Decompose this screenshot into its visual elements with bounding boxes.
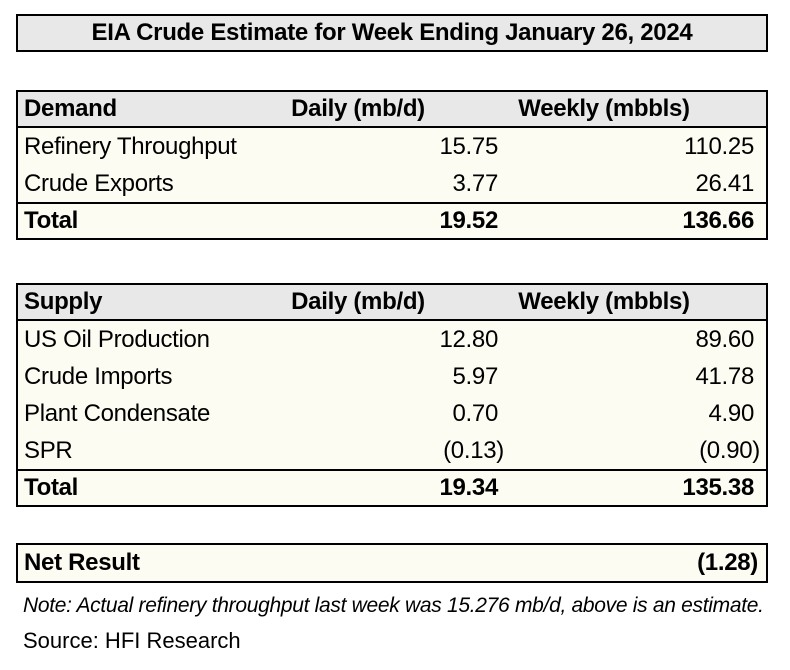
demand-header-label: Demand (24, 95, 117, 122)
total-daily-value: 19.34 (439, 474, 498, 501)
row-label: Crude Imports (24, 362, 173, 390)
row-label: US Oil Production (24, 325, 210, 353)
row-weekly-value: 26.41 (695, 169, 754, 197)
row-label: SPR (24, 436, 73, 464)
supply-header-weekly: Weekly (mbbls) (518, 288, 690, 315)
supply-header-label: Supply (24, 288, 103, 315)
report-title-text: EIA Crude Estimate for Week Ending Janua… (91, 19, 693, 46)
total-label: Total (24, 474, 79, 501)
table-row-spr: SPR (0.13) (0.90) (18, 432, 766, 469)
row-weekly-value: 4.90 (708, 399, 754, 427)
demand-header-daily: Daily (mb/d) (291, 95, 425, 122)
supply-header-daily: Daily (mb/d) (291, 288, 425, 315)
table-row-crude-imports: Crude Imports 5.97 41.78 (18, 358, 766, 395)
row-daily-value: 15.75 (439, 132, 498, 160)
supply-table: Supply Daily (mb/d) Weekly (mbbls) US Oi… (16, 283, 768, 507)
row-daily-value: 12.80 (439, 325, 498, 353)
demand-total-row: Total 19.52 136.66 (18, 202, 766, 238)
row-weekly-value: 41.78 (695, 362, 754, 390)
row-label: Plant Condensate (24, 399, 211, 427)
demand-header-row: Demand Daily (mb/d) Weekly (mbbls) (18, 92, 766, 128)
supply-header-row: Supply Daily (mb/d) Weekly (mbbls) (18, 285, 766, 321)
report-title: EIA Crude Estimate for Week Ending Janua… (16, 14, 768, 52)
row-daily-value: 0.70 (452, 399, 498, 427)
row-weekly-value: 89.60 (695, 325, 754, 353)
row-daily-value: (0.13) (443, 436, 504, 464)
net-result-label: Net Result (24, 549, 140, 576)
row-weekly-value: 110.25 (684, 132, 754, 160)
table-row-refinery-throughput: Refinery Throughput 15.75 110.25 (18, 128, 766, 165)
table-row-crude-exports: Crude Exports 3.77 26.41 (18, 165, 766, 202)
total-label: Total (24, 207, 79, 234)
demand-table: Demand Daily (mb/d) Weekly (mbbls) Refin… (16, 90, 768, 240)
net-result-box: Net Result (1.28) (16, 543, 768, 583)
demand-header-weekly: Weekly (mbbls) (518, 95, 690, 122)
footnote: Note: Actual refinery throughput last we… (23, 594, 764, 617)
net-result-value: (1.28) (697, 549, 758, 576)
source-line: Source: HFI Research (23, 628, 241, 653)
table-row-plant-condensate: Plant Condensate 0.70 4.90 (18, 395, 766, 432)
table-row-us-oil-production: US Oil Production 12.80 89.60 (18, 321, 766, 358)
row-weekly-value: (0.90) (699, 436, 760, 464)
row-label: Refinery Throughput (24, 132, 237, 160)
row-label: Crude Exports (24, 169, 174, 197)
row-daily-value: 5.97 (452, 362, 498, 390)
total-weekly-value: 136.66 (682, 207, 754, 234)
total-daily-value: 19.52 (439, 207, 498, 234)
supply-total-row: Total 19.34 135.38 (18, 469, 766, 505)
total-weekly-value: 135.38 (682, 474, 754, 501)
row-daily-value: 3.77 (452, 169, 498, 197)
